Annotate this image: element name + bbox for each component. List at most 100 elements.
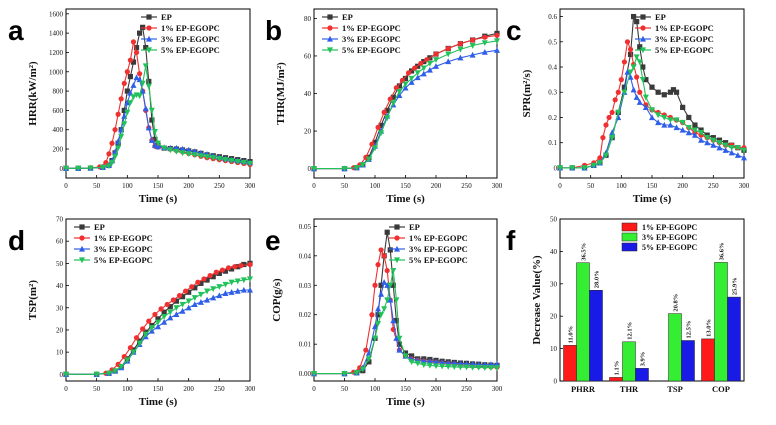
- data-point: [418, 60, 424, 67]
- legend-swatch: [621, 222, 638, 232]
- data-point: [482, 34, 488, 40]
- x-tick-label: 250: [214, 182, 225, 190]
- data-point: [192, 285, 198, 291]
- series-5-ep-egopc: [311, 38, 500, 172]
- data-point: [396, 335, 403, 342]
- panel-letter: a: [8, 15, 24, 46]
- x-tick-label: 150: [153, 182, 164, 190]
- data-point: [161, 309, 167, 315]
- data-point: [673, 124, 680, 131]
- data-point: [241, 261, 247, 268]
- legend-marker: [640, 14, 646, 20]
- data-point: [183, 288, 189, 294]
- y-axis-label: SPR(m²/s): [521, 69, 533, 117]
- data-point: [734, 145, 741, 151]
- data-point: [133, 49, 140, 56]
- data-point: [457, 46, 464, 53]
- data-point: [734, 152, 741, 158]
- y-tick-label: 800: [53, 88, 64, 96]
- data-point: [247, 286, 253, 293]
- data-point: [396, 89, 403, 95]
- data-point: [387, 247, 393, 253]
- data-point: [109, 140, 115, 146]
- data-point: [741, 154, 747, 161]
- panel-letter: f: [506, 225, 516, 256]
- data-point: [75, 165, 82, 172]
- data-point: [99, 164, 106, 171]
- data-point: [155, 319, 161, 326]
- data-point: [145, 83, 152, 90]
- legend-marker: [79, 257, 85, 264]
- x-tick-label: 300: [245, 385, 256, 393]
- bar: [714, 262, 728, 382]
- data-point: [118, 363, 125, 370]
- data-point: [600, 135, 606, 141]
- data-point: [396, 92, 403, 98]
- data-point: [590, 162, 597, 169]
- legend-label: 1% EP-EGOPC: [642, 223, 698, 232]
- data-point: [207, 272, 213, 279]
- data-point: [139, 87, 146, 94]
- y-axis-label: THR(MJ/m²): [275, 62, 287, 125]
- data-point: [143, 45, 149, 51]
- data-point: [667, 89, 673, 95]
- legend-label: EP: [655, 12, 666, 22]
- data-point: [686, 114, 692, 121]
- data-point: [229, 266, 235, 272]
- data-point: [155, 140, 161, 147]
- data-point: [167, 304, 173, 310]
- data-point: [463, 364, 470, 371]
- legend-label: EP: [409, 222, 420, 232]
- data-point: [481, 48, 488, 55]
- data-point: [124, 99, 131, 106]
- data-point: [393, 318, 399, 324]
- data-point: [216, 156, 223, 162]
- data-point: [667, 121, 674, 128]
- data-point: [378, 247, 384, 253]
- legend-marker: [146, 47, 152, 54]
- data-point: [145, 124, 152, 131]
- legend-swatch: [621, 232, 638, 242]
- data-point: [185, 298, 192, 305]
- data-point: [170, 297, 176, 303]
- bar-value-label: 20.8%: [673, 294, 680, 312]
- data-point: [87, 165, 94, 172]
- data-point: [189, 284, 195, 290]
- data-point: [222, 268, 229, 274]
- data-point: [481, 365, 488, 371]
- data-point: [636, 99, 643, 105]
- y-tick-label: 40: [56, 282, 64, 290]
- data-point: [612, 97, 618, 103]
- data-point: [606, 114, 612, 121]
- data-point: [633, 54, 640, 61]
- data-point: [109, 159, 115, 166]
- data-point: [581, 165, 588, 172]
- data-point: [216, 270, 222, 276]
- data-point: [408, 79, 415, 85]
- data-point: [710, 142, 717, 148]
- panel-c: c 0 0.1 0.2 0.3 0.4 0.5 0.6 SPR(m²/s) 0 50 100 150 20…: [506, 8, 750, 205]
- data-point: [667, 117, 674, 124]
- data-point: [121, 80, 127, 86]
- data-point: [716, 140, 723, 146]
- y-tick-label: 1000: [49, 68, 64, 76]
- legend-marker: [146, 35, 152, 42]
- y-tick-label: 0.2: [548, 114, 557, 122]
- data-point: [381, 306, 388, 313]
- data-point: [381, 253, 387, 259]
- series-3-ep-egopc: [311, 47, 500, 172]
- data-point: [137, 30, 143, 36]
- legend-marker: [79, 235, 85, 241]
- y-tick-label: 60: [56, 238, 64, 246]
- data-point: [311, 371, 317, 377]
- legend-label: 5% EP-EGOPC: [161, 45, 220, 55]
- y-tick-label: 0: [308, 165, 312, 173]
- data-point: [692, 122, 698, 128]
- data-point: [630, 64, 637, 71]
- data-point: [445, 51, 452, 58]
- legend-marker: [394, 257, 400, 264]
- data-point: [118, 96, 124, 102]
- data-point: [197, 299, 204, 305]
